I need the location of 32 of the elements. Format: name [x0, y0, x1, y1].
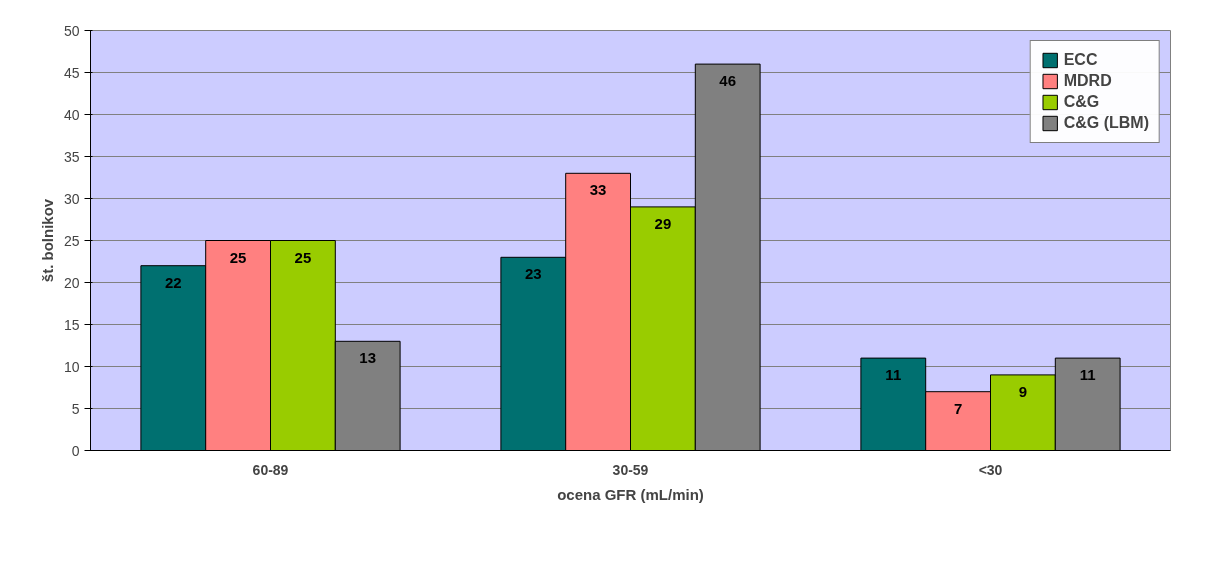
y-tick-label: 50: [63, 22, 80, 39]
y-tick-label: 5: [71, 400, 80, 417]
x-tick-label: 60-89: [252, 461, 289, 478]
legend-label: C&G: [1063, 93, 1100, 111]
y-tick-label: 45: [63, 64, 80, 81]
data-label: 46: [719, 72, 737, 90]
legend-label: MDRD: [1063, 72, 1112, 90]
legend-label: ECC: [1063, 51, 1098, 69]
data-label: 33: [589, 181, 607, 199]
data-label: 22: [164, 273, 182, 291]
y-tick-label: 30: [63, 190, 80, 207]
data-label: 29: [654, 214, 672, 232]
y-tick-label: 0: [71, 442, 80, 459]
data-label: 11: [885, 366, 902, 384]
data-label: 7: [953, 399, 963, 417]
data-label: 11: [1079, 366, 1096, 384]
y-tick-label: 25: [63, 232, 80, 249]
y-tick-label: 35: [63, 148, 80, 165]
y-axis-title: št. bolnikov: [38, 198, 56, 283]
x-tick-label: 30-59: [612, 461, 649, 478]
data-label: 23: [524, 265, 542, 283]
y-tick-label: 10: [63, 358, 80, 375]
data-label: 9: [1018, 382, 1028, 400]
data-label: 13: [359, 349, 377, 367]
legend-label: C&G (LBM): [1063, 114, 1149, 132]
x-tick-label: <30: [978, 461, 1003, 478]
y-tick-label: 40: [63, 106, 80, 123]
y-tick-label: 20: [63, 274, 80, 291]
data-label: 25: [294, 248, 312, 266]
x-axis-title: ocena GFR (mL/min): [557, 485, 704, 503]
y-tick-label: 15: [63, 316, 80, 333]
data-label: 25: [229, 248, 247, 266]
